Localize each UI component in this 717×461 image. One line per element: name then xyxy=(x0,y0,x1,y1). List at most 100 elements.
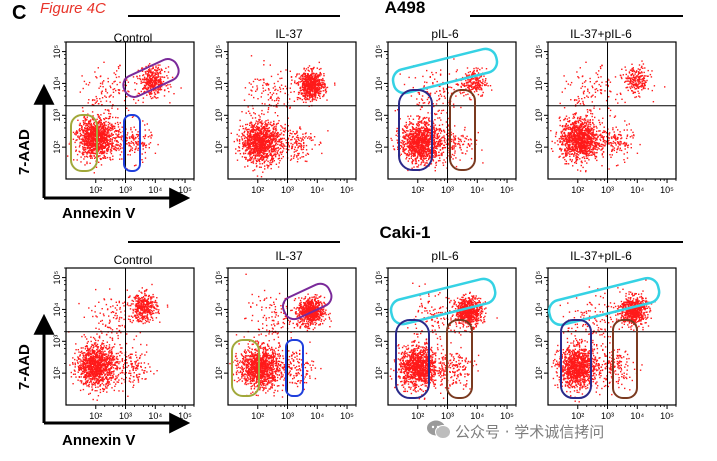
event-dot xyxy=(88,139,90,141)
event-dot xyxy=(409,123,411,125)
event-dot xyxy=(307,91,309,94)
event-dot xyxy=(280,138,283,140)
event-dot xyxy=(107,109,110,111)
event-dot xyxy=(256,147,259,149)
event-dot xyxy=(302,133,304,135)
event-dot xyxy=(287,137,290,139)
event-dot xyxy=(322,86,324,88)
event-dot xyxy=(311,78,313,80)
event-dot xyxy=(296,74,298,76)
event-dot xyxy=(114,146,116,148)
event-dot xyxy=(272,135,274,137)
event-dot xyxy=(402,147,404,149)
event-dot xyxy=(300,143,302,145)
event-dot xyxy=(236,138,238,140)
event-dot xyxy=(425,153,427,156)
event-dot xyxy=(312,83,314,86)
event-dot xyxy=(401,128,404,130)
event-dot xyxy=(318,92,320,95)
event-dot xyxy=(277,143,279,146)
event-dot xyxy=(303,137,306,139)
event-dot xyxy=(296,155,298,157)
event-dot xyxy=(258,118,260,121)
event-dot xyxy=(149,93,151,96)
event-dot xyxy=(103,129,105,132)
event-dot xyxy=(102,150,104,152)
event-dot xyxy=(421,161,423,163)
event-dot xyxy=(121,158,123,160)
event-dot xyxy=(423,142,426,145)
event-dot xyxy=(269,64,271,66)
event-dot xyxy=(149,85,152,87)
event-dot xyxy=(105,120,107,123)
event-dot xyxy=(275,135,277,137)
event-dot xyxy=(101,125,104,128)
event-dot xyxy=(253,124,255,127)
event-dot xyxy=(433,128,435,131)
event-dot xyxy=(282,150,284,152)
event-dot xyxy=(236,159,239,161)
event-dot xyxy=(323,93,325,96)
event-dot xyxy=(150,80,153,82)
event-dot xyxy=(271,157,273,160)
event-dot xyxy=(94,131,96,134)
event-dot xyxy=(99,138,101,140)
event-dot xyxy=(420,155,422,158)
event-dot xyxy=(413,138,416,140)
event-dot xyxy=(267,121,270,124)
event-dot xyxy=(74,141,76,144)
event-dot xyxy=(269,153,271,156)
event-dot xyxy=(100,145,102,147)
event-dot xyxy=(80,138,82,140)
event-dot xyxy=(309,100,312,103)
event-dot xyxy=(258,145,260,147)
event-dot xyxy=(279,141,281,143)
event-dot xyxy=(429,152,432,154)
event-dot xyxy=(251,136,253,138)
event-dot xyxy=(303,73,306,75)
event-dot xyxy=(412,123,414,125)
event-dot xyxy=(254,144,256,147)
event-dot xyxy=(106,144,108,146)
event-dot xyxy=(92,135,94,137)
event-dot xyxy=(412,127,414,129)
event-dot xyxy=(417,123,419,125)
event-dot xyxy=(429,134,431,136)
event-dot xyxy=(259,116,261,118)
event-dot xyxy=(324,83,326,85)
event-dot xyxy=(278,97,280,100)
event-dot xyxy=(392,145,394,147)
event-dot xyxy=(263,144,266,146)
event-dot xyxy=(131,116,134,118)
event-dot xyxy=(423,126,425,128)
event-dot xyxy=(270,96,272,98)
event-dot xyxy=(323,80,325,82)
event-dot xyxy=(423,146,425,148)
event-dot xyxy=(423,123,426,125)
event-dot xyxy=(321,79,323,82)
event-dot xyxy=(418,134,420,136)
event-dot xyxy=(257,142,259,144)
event-dot xyxy=(267,145,269,147)
event-dot xyxy=(429,157,431,159)
event-dot xyxy=(146,80,149,82)
event-dot xyxy=(269,92,271,94)
event-dot xyxy=(118,145,121,147)
event-dot xyxy=(104,126,106,129)
event-dot xyxy=(265,140,268,142)
event-dot xyxy=(77,119,79,121)
event-dot xyxy=(438,144,440,146)
event-dot xyxy=(260,125,263,127)
event-dot xyxy=(258,154,260,156)
event-dot xyxy=(95,101,97,103)
event-dot xyxy=(297,158,299,160)
event-dot xyxy=(270,144,272,146)
event-dot xyxy=(159,86,161,88)
event-dot xyxy=(68,143,70,145)
event-dot xyxy=(90,157,92,159)
event-dot xyxy=(152,81,155,83)
event-dot xyxy=(417,153,419,156)
event-dot xyxy=(307,137,309,139)
x-tick-label: 10³ xyxy=(281,185,294,195)
event-dot xyxy=(86,118,88,120)
